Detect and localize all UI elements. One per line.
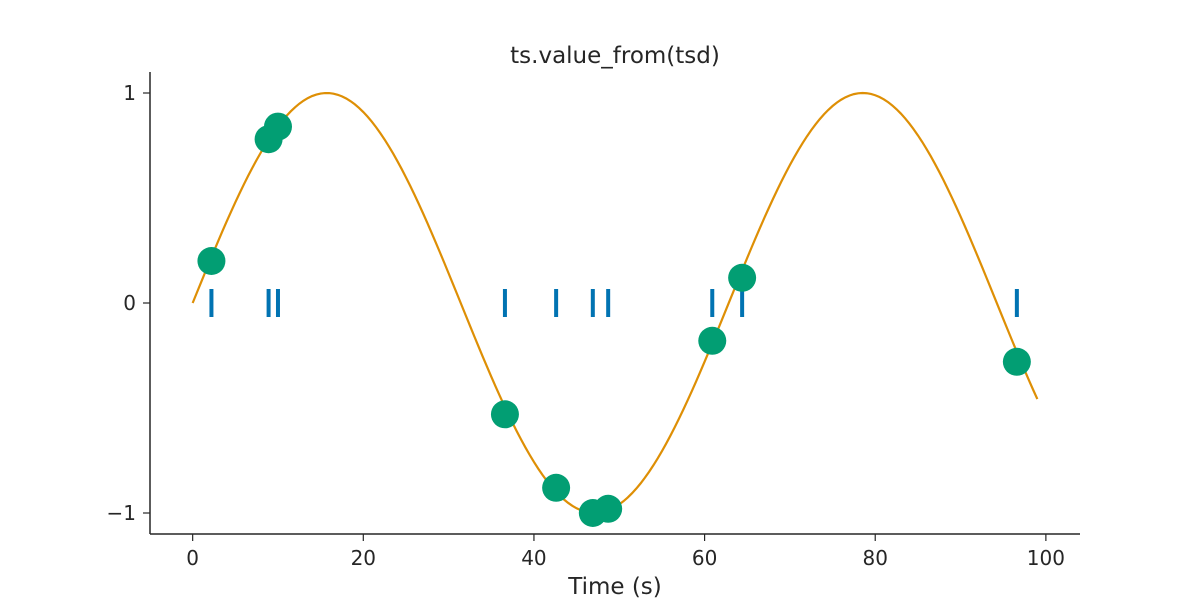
chart-title: ts.value_from(tsd) [510, 43, 720, 69]
x-tick-label: 0 [186, 546, 199, 570]
y-axis: −1 0 1 [107, 72, 151, 534]
scatter-point [263, 112, 292, 141]
x-axis: 0 20 40 60 80 100 [150, 533, 1080, 570]
x-tick-label: 40 [521, 546, 546, 570]
scatter-point [490, 400, 519, 429]
y-tick-label: 0 [123, 291, 136, 315]
x-tick-label: 80 [863, 546, 888, 570]
scatter-point [197, 247, 226, 275]
x-tick-label: 20 [351, 546, 376, 570]
scatter-point [594, 494, 623, 523]
scatter-point [1002, 347, 1031, 376]
y-tick-label: −1 [107, 501, 136, 525]
scatter-point [698, 326, 727, 355]
series-line [191, 91, 1039, 515]
x-tick-label: 100 [1027, 546, 1065, 570]
x-axis-label: Time (s) [567, 574, 662, 600]
plot-area [191, 91, 1039, 527]
y-tick-label: 1 [123, 81, 136, 105]
scatter-point [728, 263, 757, 292]
scatter-point [542, 473, 571, 502]
x-tick-label: 60 [692, 546, 717, 570]
